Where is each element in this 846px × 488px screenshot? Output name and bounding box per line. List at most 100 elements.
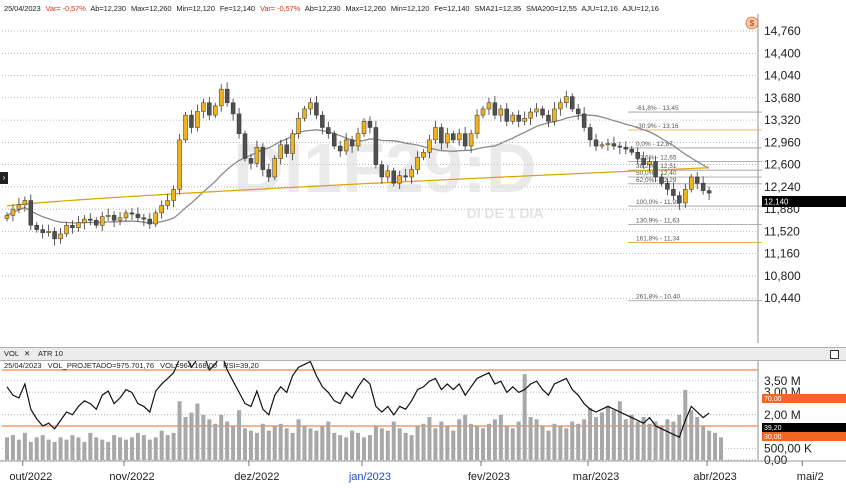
maximize-panel-icon[interactable] [830,350,839,359]
candle-body [141,217,147,220]
volume-bar [201,414,206,460]
indicator-tab-bar: VOL ✕ ATR 10 [0,347,846,361]
volume-bar [320,426,325,460]
volume-bar [213,423,218,460]
volume-bar [153,437,158,460]
volume-bar [231,426,236,460]
candle-body [70,224,75,228]
candle-body [10,208,16,216]
rsi-path [6,351,710,439]
candle-body [343,139,349,152]
price-tick-label: 10,800 [764,269,801,283]
candle-body [213,105,218,116]
volume-bar [278,423,283,460]
candle-body [706,190,712,194]
candle-body [516,114,521,122]
volume-bar [433,428,438,460]
settings-badge-icon[interactable] [745,16,759,30]
time-tick-label: nov/2022 [109,471,154,483]
candle-body [236,113,242,134]
candle-body [189,114,194,128]
candle-body [337,145,343,152]
volume-bar [641,417,646,460]
candle-body [254,147,260,164]
candle-body [433,127,438,141]
time-tick-label: jan/2023 [348,471,391,483]
volume-bar [540,426,545,460]
candle-body [462,133,468,147]
candle-body [641,158,646,165]
candle-body [581,113,587,128]
candle-body [88,218,93,221]
volume-bar [314,430,319,460]
candle-body [165,200,170,206]
candle-body [689,176,694,190]
fib-level-label: -30,9% - 13,16 [636,123,679,130]
candle-body [552,108,557,122]
volume-info: 25/04/2023 VOL_PROJETADO=975.701,76 VOL=… [4,361,263,370]
volume-bar [100,439,105,460]
candle-body [659,176,664,184]
volume-bar [46,439,51,460]
watermark-subtitle: DI DE 1 DIA [466,205,543,221]
volume-bar [272,426,277,460]
candle-body [534,108,539,113]
price-tick-label: 10,440 [764,291,801,305]
price-tick-label: 14,760 [764,24,801,38]
volume-bar [445,426,450,460]
volume-bar [189,412,194,460]
volume-bar [159,430,164,460]
price-tick-label: 13,680 [764,91,801,105]
candle-body [498,108,504,116]
volume-bar [671,421,676,460]
volume-bar [219,414,224,460]
last-price-tag: 12,140 [762,196,846,207]
volume-bar [469,423,474,460]
fib-level-label: 62,0% - 12,29 [636,177,677,184]
volume-bar [451,430,456,460]
price-grid [2,14,759,343]
volume-bar [385,430,390,460]
price-tick-label: 14,040 [764,69,801,83]
info-ab: Ab=12,230 [90,4,126,13]
rsi-tag-bg [762,423,846,432]
volume-bar [463,414,468,460]
volume-bar [558,426,563,460]
volume-bar [647,423,652,460]
candle-body [546,114,551,122]
candle-body [117,217,123,221]
candle-body [129,212,135,215]
candle-body [111,215,117,221]
watermark-symbol: DI1F29:D [233,129,536,207]
volume-bar [534,419,539,460]
price-tick-label: 11,520 [764,224,800,238]
volume-bar [112,435,117,460]
time-tick-label: mar/2023 [573,471,619,483]
volume-bar [326,421,331,460]
volume-bar [546,430,551,460]
candle-body [52,231,57,240]
candle-body [558,102,563,110]
volume-bar [296,419,301,460]
volume-bar [486,423,491,460]
volume-bar [629,414,634,460]
candles [4,82,712,246]
settings-badge[interactable]: $ [745,16,759,30]
candle-body [207,102,212,116]
tab-vol[interactable]: VOL [4,349,20,358]
candle-body [671,189,676,196]
level70-tag-bg [762,394,846,403]
tab-close-icon[interactable]: ✕ [24,349,31,358]
tab-atr[interactable]: ATR 10 [38,349,63,358]
candle-body [28,200,34,226]
price-tick-label: 13,320 [764,113,801,127]
expand-panel-arrow-icon[interactable]: › [0,172,8,184]
candle-body [147,218,153,225]
volume-bar [308,428,313,460]
volume-bar [522,374,527,460]
candle-body [510,114,515,122]
candle-body [468,133,474,147]
volume-tick-label: 500,00 K [764,442,812,456]
candle-body [700,182,706,191]
candle-body [629,148,634,153]
